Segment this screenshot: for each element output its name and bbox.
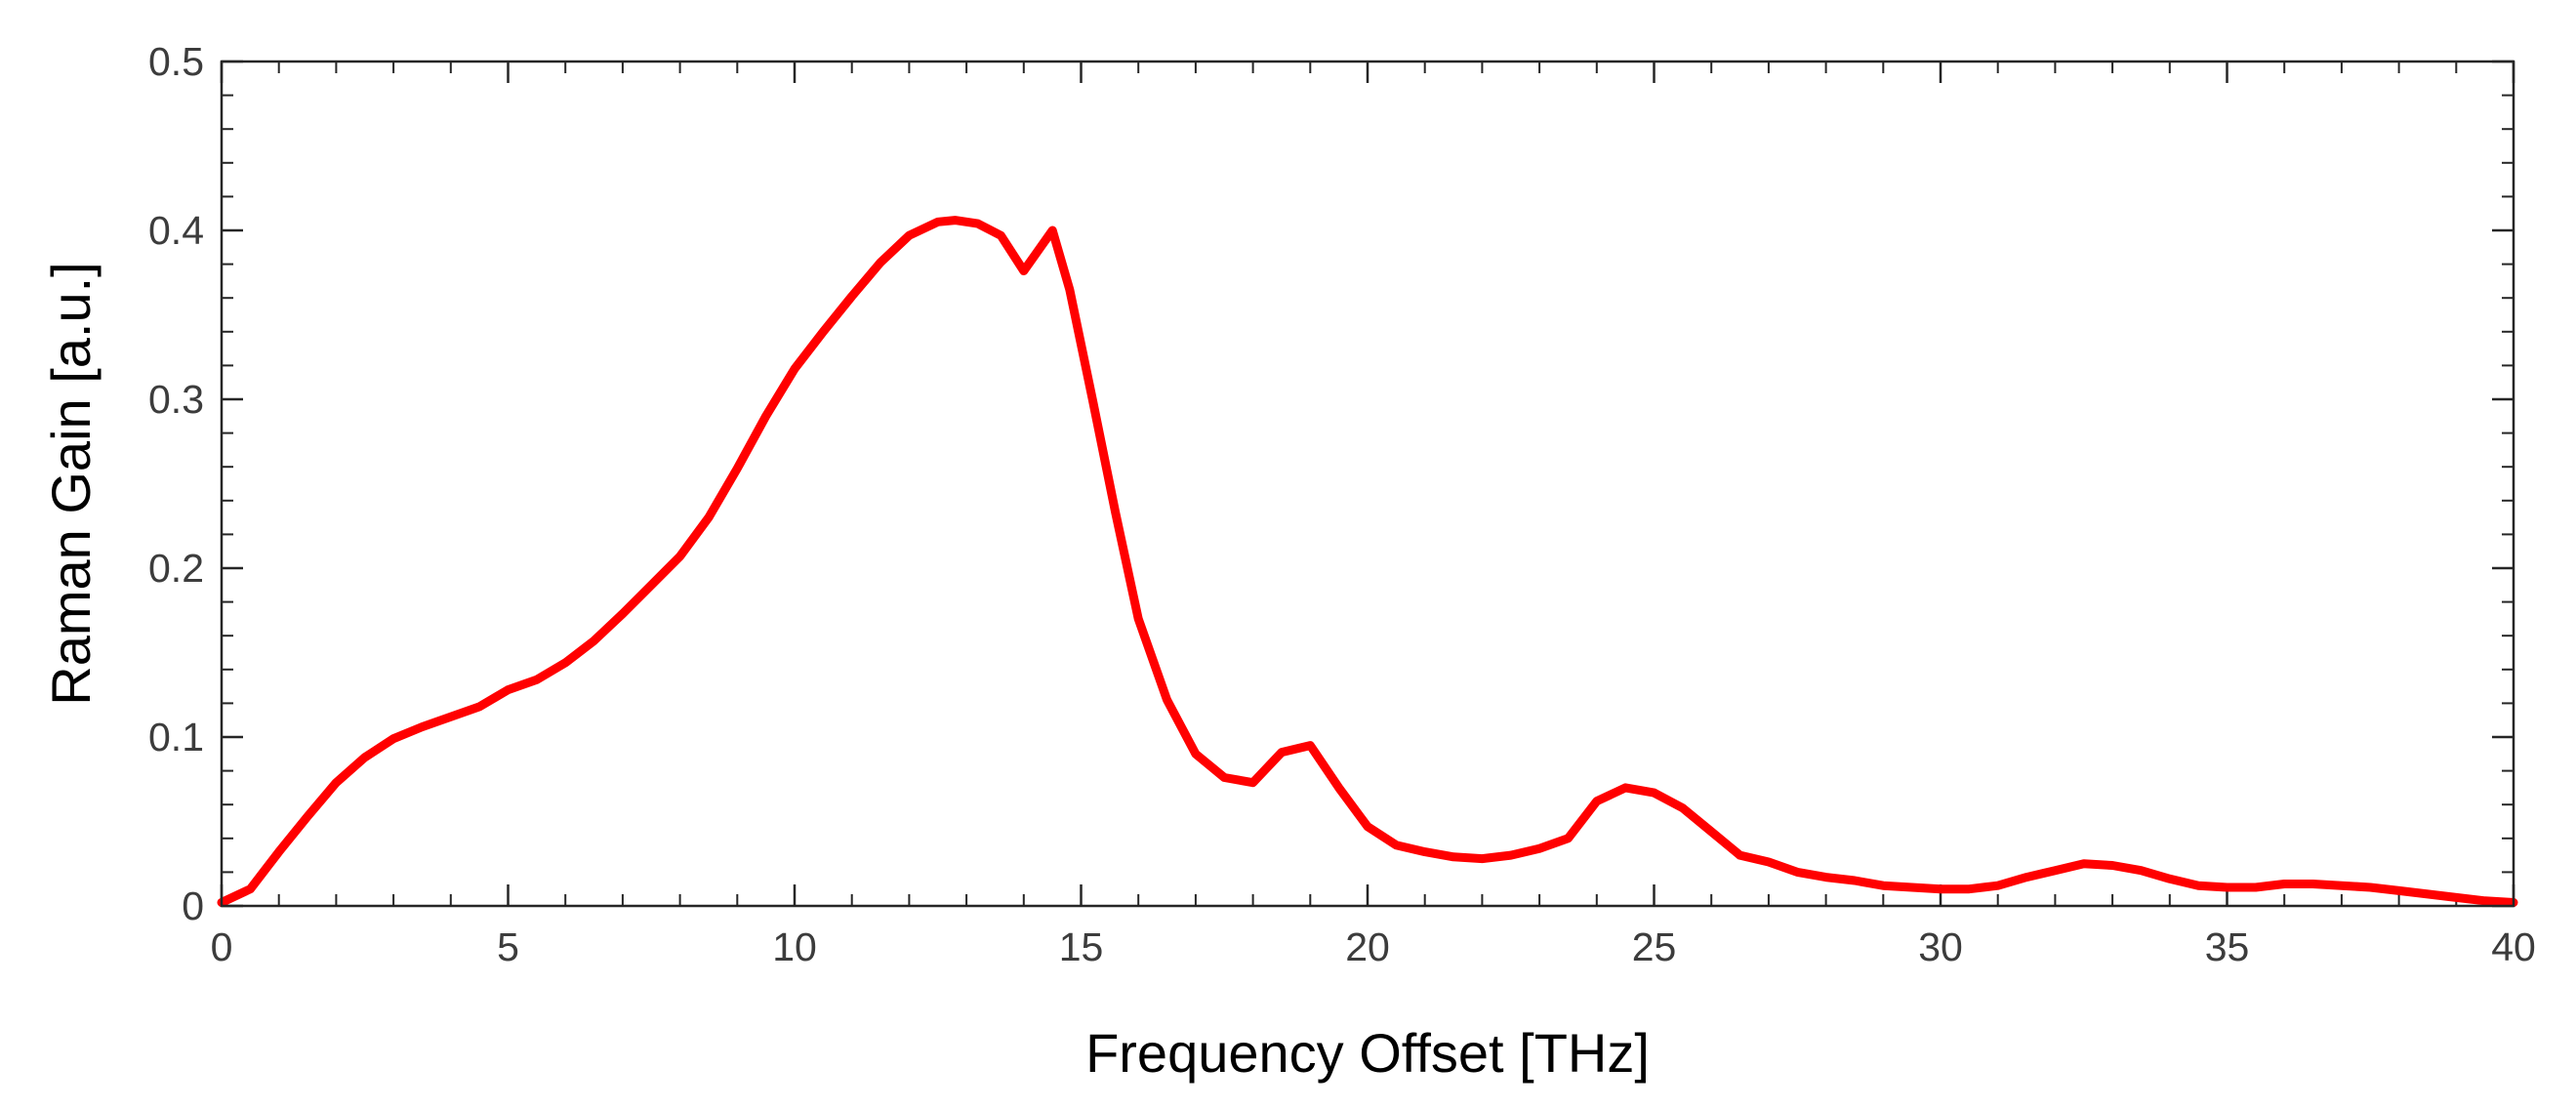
x-tick-label: 20 [1345,924,1390,969]
x-tick-label: 5 [497,924,519,969]
y-tick-label: 0 [182,883,204,928]
y-tick-label: 0.1 [148,715,204,759]
y-axis-title: Raman Gain [a.u.] [40,262,102,705]
x-tick-label: 25 [1632,924,1677,969]
x-tick-label: 40 [2491,924,2536,969]
raman-gain-line [217,216,2518,907]
x-axis-title: Frequency Offset [THz] [1085,1022,1650,1084]
x-tick-label: 35 [2205,924,2250,969]
x-tick-label: 10 [772,924,817,969]
y-tick-label: 0.3 [148,377,204,422]
y-tick-label: 0.4 [148,208,204,253]
x-tick-label: 0 [211,924,233,969]
plot-area-frame [220,60,2515,908]
y-tick-label: 0.2 [148,546,204,591]
plot-series [217,216,2518,907]
x-tick-label: 30 [1918,924,1963,969]
y-tick-label: 0.5 [148,39,204,84]
tick-labels: 0 5 10 15 20 25 30 35 40 0 0.1 0.2 0.3 0.4 0.5 [148,39,2536,969]
x-tick-label: 15 [1059,924,1104,969]
